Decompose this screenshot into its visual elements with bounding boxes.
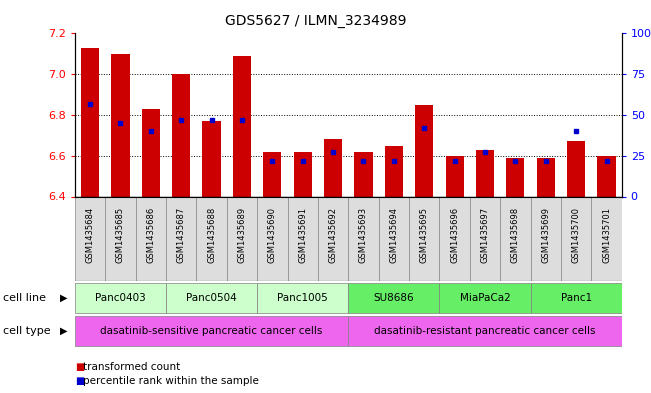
- Text: GSM1435695: GSM1435695: [420, 207, 429, 263]
- Bar: [75, 283, 166, 313]
- Bar: [288, 196, 318, 281]
- Bar: [470, 196, 500, 281]
- Text: Panc0504: Panc0504: [186, 293, 237, 303]
- Text: GDS5627 / ILMN_3234989: GDS5627 / ILMN_3234989: [225, 14, 406, 28]
- Bar: [233, 56, 251, 196]
- Bar: [166, 196, 197, 281]
- Bar: [409, 196, 439, 281]
- Text: GSM1435690: GSM1435690: [268, 207, 277, 263]
- Text: MiaPaCa2: MiaPaCa2: [460, 293, 510, 303]
- Bar: [354, 152, 372, 196]
- Text: GSM1435697: GSM1435697: [480, 206, 490, 263]
- Bar: [379, 196, 409, 281]
- Bar: [135, 196, 166, 281]
- Text: dasatinib-sensitive pancreatic cancer cells: dasatinib-sensitive pancreatic cancer ce…: [100, 326, 323, 336]
- Bar: [294, 152, 312, 196]
- Bar: [415, 105, 434, 196]
- Text: GSM1435693: GSM1435693: [359, 206, 368, 263]
- Text: GSM1435699: GSM1435699: [541, 207, 550, 263]
- Bar: [439, 196, 470, 281]
- Bar: [439, 283, 531, 313]
- Bar: [348, 316, 622, 346]
- Text: GSM1435692: GSM1435692: [329, 207, 338, 263]
- Text: ▶: ▶: [60, 326, 68, 336]
- Text: GSM1435684: GSM1435684: [85, 206, 94, 263]
- Bar: [166, 283, 257, 313]
- Text: GSM1435701: GSM1435701: [602, 207, 611, 263]
- Bar: [561, 196, 591, 281]
- Bar: [257, 283, 348, 313]
- Bar: [567, 141, 585, 196]
- Text: cell type: cell type: [3, 326, 51, 336]
- Bar: [257, 196, 288, 281]
- Bar: [591, 196, 622, 281]
- Bar: [531, 283, 622, 313]
- Bar: [227, 196, 257, 281]
- Bar: [111, 54, 130, 196]
- Bar: [531, 196, 561, 281]
- Bar: [75, 316, 348, 346]
- Bar: [318, 196, 348, 281]
- Bar: [445, 156, 464, 196]
- Text: Panc1: Panc1: [561, 293, 592, 303]
- Bar: [263, 152, 281, 196]
- Bar: [348, 196, 379, 281]
- Text: ■: ■: [75, 376, 84, 386]
- Bar: [500, 196, 531, 281]
- Bar: [476, 150, 494, 196]
- Text: GSM1435700: GSM1435700: [572, 207, 581, 263]
- Text: cell line: cell line: [3, 293, 46, 303]
- Bar: [202, 121, 221, 196]
- Text: GSM1435698: GSM1435698: [511, 206, 520, 263]
- Text: GSM1435687: GSM1435687: [176, 206, 186, 263]
- Text: GSM1435688: GSM1435688: [207, 206, 216, 263]
- Text: GSM1435694: GSM1435694: [389, 207, 398, 263]
- Text: GSM1435685: GSM1435685: [116, 206, 125, 263]
- Bar: [197, 196, 227, 281]
- Text: Panc1005: Panc1005: [277, 293, 328, 303]
- Text: GSM1435696: GSM1435696: [450, 206, 459, 263]
- Bar: [172, 74, 190, 196]
- Text: percentile rank within the sample: percentile rank within the sample: [83, 376, 259, 386]
- Text: dasatinib-resistant pancreatic cancer cells: dasatinib-resistant pancreatic cancer ce…: [374, 326, 596, 336]
- Bar: [81, 48, 99, 196]
- Bar: [142, 109, 160, 196]
- Bar: [506, 158, 525, 196]
- Text: Panc0403: Panc0403: [95, 293, 146, 303]
- Bar: [105, 196, 135, 281]
- Bar: [348, 283, 439, 313]
- Text: GSM1435689: GSM1435689: [238, 206, 247, 263]
- Bar: [385, 145, 403, 196]
- Bar: [75, 196, 105, 281]
- Text: GSM1435691: GSM1435691: [298, 207, 307, 263]
- Text: SU8686: SU8686: [374, 293, 414, 303]
- Bar: [536, 158, 555, 196]
- Text: ■: ■: [75, 362, 84, 373]
- Text: ▶: ▶: [60, 293, 68, 303]
- Text: transformed count: transformed count: [83, 362, 180, 373]
- Bar: [598, 156, 616, 196]
- Bar: [324, 140, 342, 196]
- Text: GSM1435686: GSM1435686: [146, 206, 156, 263]
